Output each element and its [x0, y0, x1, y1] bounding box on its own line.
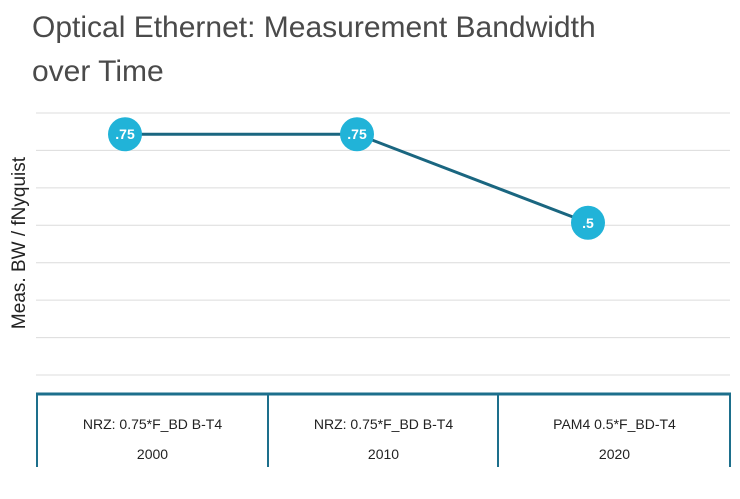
- category-label: PAM4 0.5*F_BD-T4: [553, 416, 676, 432]
- category-cell: PAM4 0.5*F_BD-T4 2020: [499, 394, 730, 467]
- data-label: .75: [347, 126, 367, 142]
- chart-title: Optical Ethernet: Measurement Bandwidth …: [32, 11, 596, 88]
- category-cell: NRZ: 0.75*F_BD B-T4 2000: [37, 394, 268, 467]
- data-label: .5: [582, 215, 594, 231]
- category-label: NRZ: 0.75*F_BD B-T4: [82, 416, 223, 432]
- x-tick-label: 2010: [367, 446, 400, 462]
- x-tick-label: 2020: [598, 446, 631, 462]
- category-label: NRZ: 0.75*F_BD B-T4: [313, 416, 454, 432]
- data-label: .75: [115, 126, 135, 142]
- data-point: [340, 117, 374, 152]
- y-axis-label: Meas. BW / fNyquist: [9, 156, 30, 330]
- data-point: [571, 205, 605, 240]
- x-tick-label: 2000: [136, 446, 169, 462]
- data-point: [108, 117, 142, 152]
- category-cell: NRZ: 0.75*F_BD B-T4 2010: [268, 394, 499, 467]
